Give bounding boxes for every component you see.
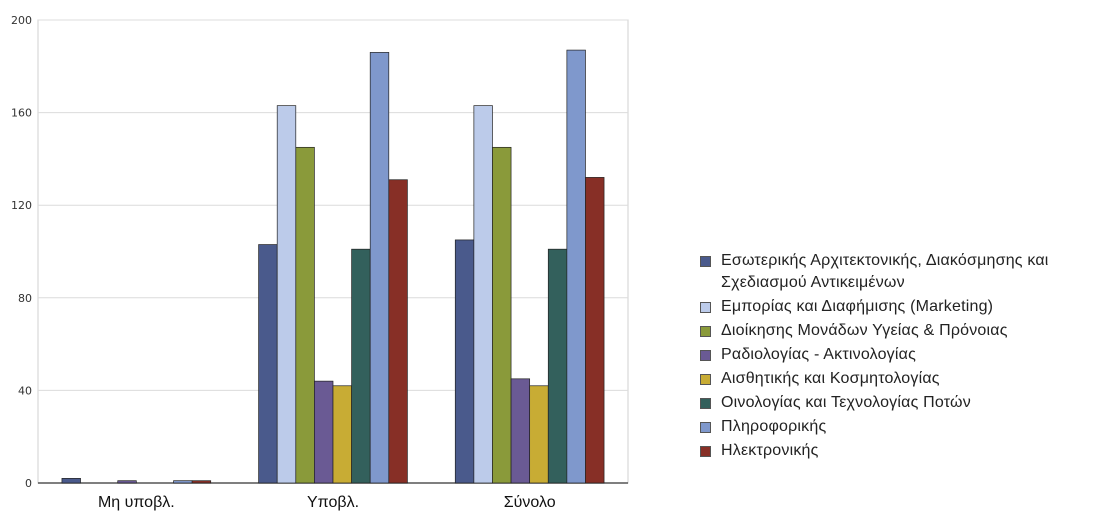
legend-swatch xyxy=(700,398,711,409)
legend-label: Ραδιολογίας - Ακτινολογίας xyxy=(721,346,916,363)
bar xyxy=(492,146,512,484)
legend-item: Ραδιολογίας - Ακτινολογίας xyxy=(700,344,1110,366)
bar xyxy=(454,239,475,484)
legend-label: Εσωτερικής Αρχιτεκτονικής, Διακόσμησης κ… xyxy=(721,252,1049,291)
legend-swatch xyxy=(700,422,711,433)
bar xyxy=(388,179,408,484)
legend-swatch xyxy=(700,374,711,385)
bar xyxy=(332,385,352,484)
bar-chart: 0 40 80 120 160 200 Μη υποβλ. Υποβλ. Σύνολο xyxy=(11,14,629,511)
bar xyxy=(61,478,81,484)
bar xyxy=(314,380,334,484)
legend-label: Αισθητικής και Κοσμητολογίας xyxy=(721,370,940,387)
bar xyxy=(529,385,549,484)
x-category-label: Υποβλ. xyxy=(307,494,359,511)
bar xyxy=(295,146,315,484)
legend-label: Ηλεκτρονικής xyxy=(721,442,819,459)
bar xyxy=(117,480,137,484)
x-category-label: Σύνολο xyxy=(504,494,556,511)
legend-swatch xyxy=(700,326,711,337)
bar xyxy=(276,105,297,484)
bar xyxy=(191,480,212,484)
y-tick-label: 200 xyxy=(11,14,32,27)
legend-label: Πληροφορικής xyxy=(721,418,827,435)
legend-item: Πληροφορικής xyxy=(700,416,1110,438)
legend-label: Εμπορίας και Διαφήμισης (Marketing) xyxy=(721,298,994,315)
bar xyxy=(473,105,493,484)
bar xyxy=(369,52,390,484)
bar xyxy=(510,378,531,484)
y-tick-label: 0 xyxy=(25,477,32,490)
x-category-label: Μη υποβλ. xyxy=(98,494,175,511)
legend-item: Οινολογίας και Τεχνολογίας Ποτών xyxy=(700,392,1110,414)
y-tick-label: 160 xyxy=(11,107,32,120)
y-tick-label: 40 xyxy=(18,384,32,397)
legend-item: Εμπορίας και Διαφήμισης (Marketing) xyxy=(700,296,1110,318)
bar xyxy=(585,177,605,484)
legend-label: Οινολογίας και Τεχνολογίας Ποτών xyxy=(721,394,971,411)
bar xyxy=(547,248,568,484)
bar xyxy=(173,480,193,484)
legend-item: Αισθητικής και Κοσμητολογίας xyxy=(700,368,1110,390)
legend-swatch xyxy=(700,302,711,313)
legend-item: Διοίκησης Μονάδων Υγείας & Πρόνοιας xyxy=(700,320,1110,342)
bar xyxy=(566,49,586,484)
legend-item: Ηλεκτρονικής xyxy=(700,440,1110,462)
bar xyxy=(258,244,278,484)
legend-label: Διοίκησης Μονάδων Υγείας & Πρόνοιας xyxy=(721,322,1008,339)
legend-swatch xyxy=(700,256,711,267)
legend-swatch xyxy=(700,446,711,457)
legend-swatch xyxy=(700,350,711,361)
legend-item: Εσωτερικής Αρχιτεκτονικής, Διακόσμησης κ… xyxy=(700,250,1110,294)
y-tick-label: 120 xyxy=(11,199,32,212)
y-tick-label: 80 xyxy=(18,292,32,305)
chart-legend: Εσωτερικής Αρχιτεκτονικής, Διακόσμησης κ… xyxy=(700,250,1110,464)
bar xyxy=(351,248,371,484)
